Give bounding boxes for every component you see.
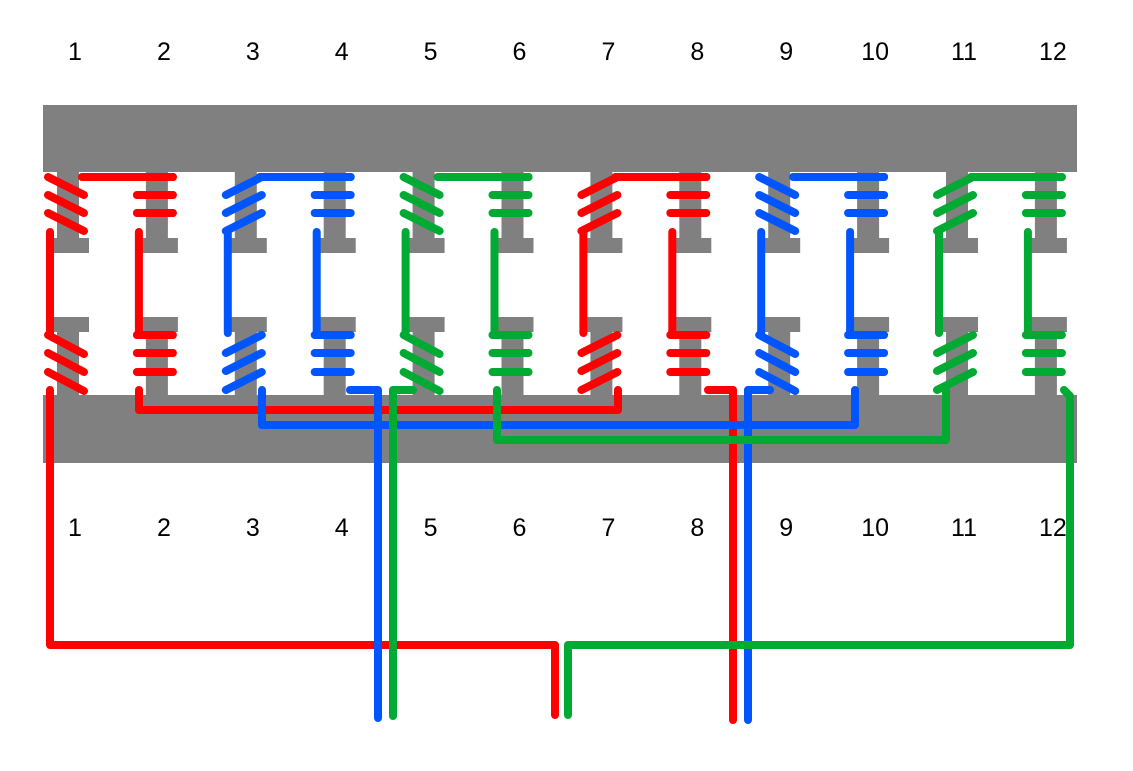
top-tooth-shoe (491, 238, 534, 253)
coil-turn (577, 209, 622, 235)
bottom-tooth (501, 325, 524, 397)
bottom-slot-label: 11 (951, 514, 977, 542)
top-slot-label: 8 (690, 38, 704, 66)
coil-turn (221, 191, 266, 217)
blue-interconnect (258, 386, 859, 429)
top-tooth-shoe (224, 238, 267, 253)
coil-turn (399, 209, 444, 235)
top-tooth-shoe (47, 238, 89, 253)
coil-turn (577, 331, 622, 357)
coil-turn (755, 349, 800, 376)
top-tooth-shoe (1024, 238, 1067, 253)
coil-turn (933, 173, 977, 199)
coil-turn (933, 331, 977, 357)
top-tooth (145, 170, 168, 246)
top-tooth-shoe (936, 238, 978, 253)
blue-lead-start (346, 386, 382, 722)
bottom-slot-label: 9 (779, 514, 793, 542)
bottom-slot-label: 4 (335, 514, 349, 542)
bottom-slot-label: 8 (690, 514, 704, 542)
coil-turn (44, 331, 88, 358)
bottom-slot-label: 12 (1039, 514, 1067, 542)
green-lead-start (389, 386, 417, 720)
coil-turn (577, 191, 622, 217)
top-slot-label: 9 (779, 38, 793, 66)
coil-turn (755, 331, 800, 358)
red-lead-start (46, 386, 559, 719)
top-tooth (501, 170, 524, 246)
coil-turn (221, 368, 266, 394)
bottom-slot-label: 3 (246, 514, 260, 542)
bottom-tooth (857, 325, 880, 397)
top-tooth-shoe (402, 238, 445, 253)
bottom-slot-label: 10 (861, 514, 889, 542)
top-slot-label: 7 (601, 38, 615, 66)
coil-turn (44, 173, 88, 199)
top-slot-label: 12 (1039, 38, 1067, 66)
top-slot-label: 3 (246, 38, 260, 66)
bottom-slot-label: 5 (424, 514, 438, 542)
coil-turn (221, 349, 266, 375)
coil-turn (399, 331, 444, 358)
top-slot-label: 5 (424, 38, 438, 66)
top-tooth (857, 170, 880, 246)
coil-turn (44, 209, 88, 235)
top-tooth-shoe (669, 238, 712, 253)
top-tooth-shoe (758, 238, 801, 253)
wires (46, 386, 1074, 724)
coil-turn (399, 173, 444, 199)
coil-turn (577, 349, 622, 375)
coil-turn (933, 368, 977, 394)
top-slot-label: 11 (951, 38, 977, 66)
green-lead-end (564, 386, 1074, 719)
coil-turn (755, 209, 800, 235)
bottom-tooth (145, 325, 168, 397)
coil-turn (44, 368, 88, 395)
coil-turn (221, 209, 266, 235)
bottom-slot-label: 7 (601, 514, 615, 542)
slot-labels: 1 2 3 4 5 6 7 8 9 10 11 121 2 3 4 5 6 7 8 9 10 11 12 (68, 38, 1067, 542)
red-lead-end (704, 386, 737, 724)
top-tooth-shoe (580, 238, 623, 253)
coil-turn (933, 191, 977, 217)
coil-turn (577, 173, 622, 199)
coil-turn (399, 349, 444, 376)
blue-lead-end (744, 386, 774, 724)
bottom-slot-label: 1 (68, 514, 82, 542)
coil-turn (933, 349, 977, 375)
top-tooth (1034, 170, 1057, 246)
green-interconnect (493, 386, 950, 444)
coil-turn (399, 368, 444, 395)
coil-turn (221, 173, 266, 199)
coil-turn (44, 349, 88, 376)
top-slot-label: 1 (68, 38, 82, 66)
top-tooth-shoe (847, 238, 890, 253)
coil-turn (44, 191, 88, 217)
top-slot-label: 4 (335, 38, 349, 66)
bottom-tooth (323, 325, 346, 397)
coil-turn (755, 368, 800, 395)
top-slot-label: 2 (157, 38, 171, 66)
coils (44, 173, 1066, 395)
top-slot-label: 6 (513, 38, 527, 66)
coil-turn (755, 191, 800, 217)
top-tooth-shoe (313, 238, 356, 253)
bottom-slot-label: 2 (157, 514, 171, 542)
coil-turn (933, 209, 977, 235)
coil-turn (399, 191, 444, 217)
coil-turn (755, 173, 800, 199)
bottom-tooth (1034, 325, 1057, 397)
bottom-tooth (679, 325, 702, 397)
coil-turn (221, 331, 266, 357)
top-tooth (679, 170, 702, 246)
top-slot-label: 10 (861, 38, 889, 66)
top-tooth-shoe (135, 238, 178, 253)
top-tooth (323, 170, 346, 246)
coil-turn (577, 368, 622, 394)
top-yoke (43, 105, 1077, 172)
bottom-slot-label: 6 (513, 514, 527, 542)
